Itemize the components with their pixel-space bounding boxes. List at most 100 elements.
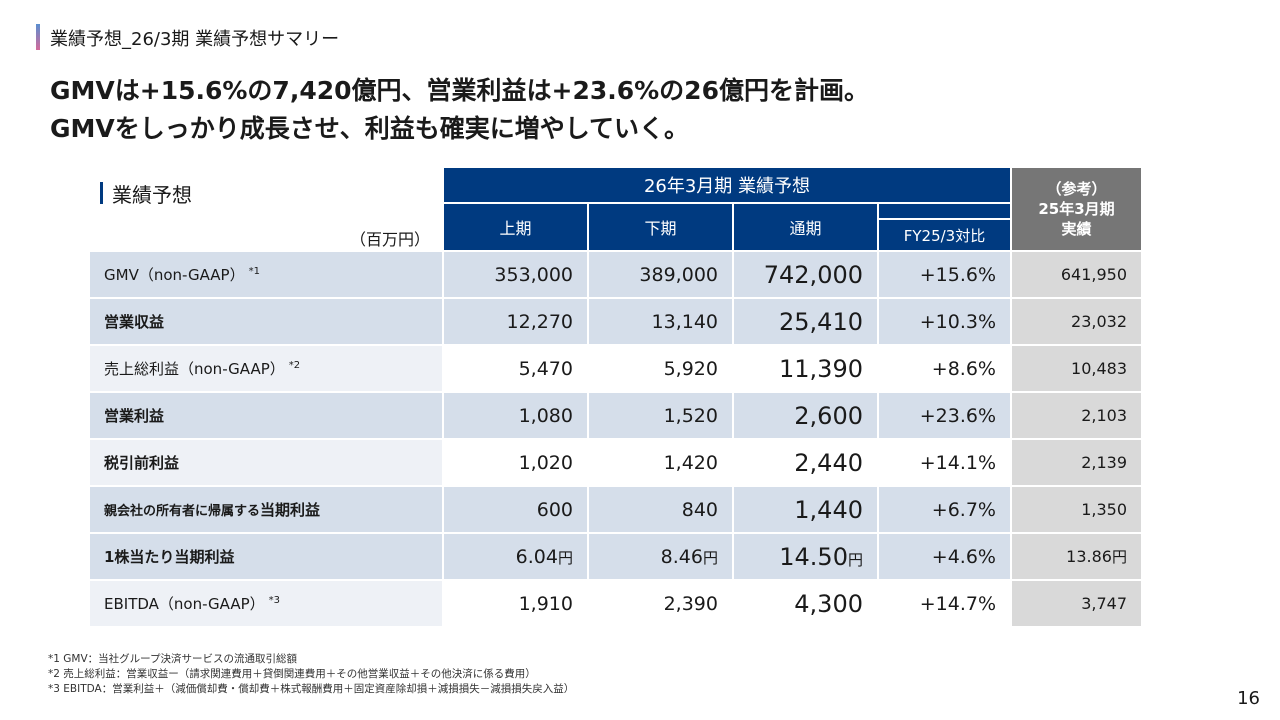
cell-reference-value: 2,139 [1081,453,1127,472]
headline-line-2: GMVをしっかり成長させ、利益も確実に増やしていく。 [50,114,689,143]
row-label-prefix: 親会社の所有者に帰属する [104,504,261,519]
cell-full-year-value: 742,000 [763,260,863,289]
row-label-text: EBITDA（non-GAAP） [104,595,265,613]
cell-yoy: +14.1% [877,438,1012,487]
page-number: 16 [1237,688,1260,709]
cell-reference: 2,139 [1010,438,1143,487]
cell-h1-value: 12,270 [506,310,573,333]
cell-full-year: 742,000 [732,250,879,299]
header-accent-bar [36,24,40,50]
cell-yoy: +15.6% [877,250,1012,299]
reference-header: （参考） 25年3月期 実績 [1010,166,1143,252]
cell-yoy-value: +23.6% [919,404,996,427]
cell-h1: 600 [442,485,589,534]
cell-h2: 1,520 [587,391,734,440]
table-row: 売上総利益（non-GAAP） *2 5,470 5,920 11,390 +8.6% 10… [88,344,1143,393]
column-header-spacer [877,202,1012,220]
cell-reference: 3,747 [1010,579,1143,628]
cell-yoy-value: +10.3% [919,310,996,333]
cell-h1: 1,910 [442,579,589,628]
cell-reference: 641,950 [1010,250,1143,299]
headline-line-1: GMVは+15.6%の7,420億円、営業利益は+23.6%の26億円を計画。 [50,76,869,105]
row-label-text: 1株当たり当期利益 [104,548,235,566]
row-label-text: 営業利益 [104,407,165,425]
cell-h1-value: 1,080 [518,404,573,427]
cell-h2-value: 840 [681,498,718,521]
cell-full-year: 4,300 [732,579,879,628]
cell-yoy: +23.6% [877,391,1012,440]
cell-reference-value: 3,747 [1081,594,1127,613]
cell-h2-value: 1,420 [663,451,718,474]
cell-h2-value: 389,000 [639,263,718,286]
cell-h1: 5,470 [442,344,589,393]
cell-h1-value: 353,000 [494,263,573,286]
column-header-full-year: 通期 [732,202,879,252]
table-row: 1株当たり当期利益 6.04円 8.46円 14.50円 +4.6% 13.86円 [88,532,1143,581]
unit-label: （百万円） [350,230,431,249]
cell-yoy: +14.7% [877,579,1012,628]
forecast-table: 26年3月期 業績予想 （参考） 25年3月期 実績 上期 下期 通期 FY25… [88,166,1143,628]
cell-yoy-value: +8.6% [931,357,996,380]
table-corner [88,166,444,252]
row-label: 税引前利益 [88,438,444,487]
row-label: 営業収益 [88,297,444,346]
cell-h1: 6.04円 [442,532,589,581]
cell-reference: 23,032 [1010,297,1143,346]
row-label: GMV（non-GAAP） *1 [88,250,444,299]
cell-reference-value: 1,350 [1081,500,1127,519]
cell-full-year-value: 2,600 [794,401,863,430]
row-label-text: 税引前利益 [104,454,180,472]
cell-h1: 353,000 [442,250,589,299]
row-label-text: 営業収益 [104,313,165,331]
row-label-text: GMV（non-GAAP） [104,266,245,284]
footnote-marker: *2 [288,360,301,371]
footnote-3: *3 EBITDA：営業利益＋（減価償却費・償却費＋株式報酬費用＋固定資産除却損… [48,683,575,695]
footnotes: *1 GMV：当社グループ決済サービスの流通取引総額 *2 売上総利益：営業収益… [48,652,574,697]
cell-full-year-value: 11,390 [779,354,863,383]
cell-full-year-value: 4,300 [794,589,863,618]
cell-h2-value: 5,920 [663,357,718,380]
cell-h2: 5,920 [587,344,734,393]
cell-full-year: 11,390 [732,344,879,393]
cell-h2-value: 13,140 [651,310,718,333]
cell-reference-value: 10,483 [1071,359,1127,378]
row-label-text: 売上総利益（non-GAAP） [104,360,285,378]
cell-reference: 1,350 [1010,485,1143,534]
table-title: 業績予想 [112,183,192,207]
footnote-2: *2 売上総利益：営業収益ー（請求関連費用＋貸倒関連費用＋その他営業収益＋その他… [48,668,536,680]
cell-h2-value: 2,390 [663,592,718,615]
cell-h1: 1,020 [442,438,589,487]
cell-full-year-value: 14.50 [779,542,848,571]
column-header-h1: 上期 [442,202,589,252]
cell-h2: 389,000 [587,250,734,299]
page-header-title: 業績予想_26/3期 業績予想サマリー [50,29,340,50]
cell-full-year: 25,410 [732,297,879,346]
cell-reference: 10,483 [1010,344,1143,393]
cell-yoy-value: +14.7% [919,592,996,615]
cell-yoy-value: +14.1% [919,451,996,474]
row-label-text: 当期利益 [260,501,321,519]
row-label: 売上総利益（non-GAAP） *2 [88,344,444,393]
cell-h2-value: 1,520 [663,404,718,427]
cell-yoy: +10.3% [877,297,1012,346]
cell-h2: 13,140 [587,297,734,346]
cell-reference-value: 2,103 [1081,406,1127,425]
table-row: 親会社の所有者に帰属する当期利益 600 840 1,440 +6.7% 1,350 [88,485,1143,534]
row-label: EBITDA（non-GAAP） *3 [88,579,444,628]
cell-h2: 8.46円 [587,532,734,581]
cell-h1-value: 1,020 [518,451,573,474]
row-label: 営業利益 [88,391,444,440]
cell-full-year: 2,440 [732,438,879,487]
table-row: EBITDA（non-GAAP） *3 1,910 2,390 4,300 +14.7% 3… [88,579,1143,628]
column-header-h2: 下期 [587,202,734,252]
cell-reference-value: 23,032 [1071,312,1127,331]
cell-reference: 13.86円 [1010,532,1143,581]
cell-reference: 2,103 [1010,391,1143,440]
row-label: 親会社の所有者に帰属する当期利益 [88,485,444,534]
cell-full-year: 2,600 [732,391,879,440]
cell-reference-value: 13.86 [1066,547,1112,566]
yen-unit: 円 [702,548,718,567]
forecast-header: 26年3月期 業績予想 [442,166,1012,204]
cell-yoy-value: +6.7% [931,498,996,521]
table-row: 営業収益 12,270 13,140 25,410 +10.3% 23,032 [88,297,1143,346]
